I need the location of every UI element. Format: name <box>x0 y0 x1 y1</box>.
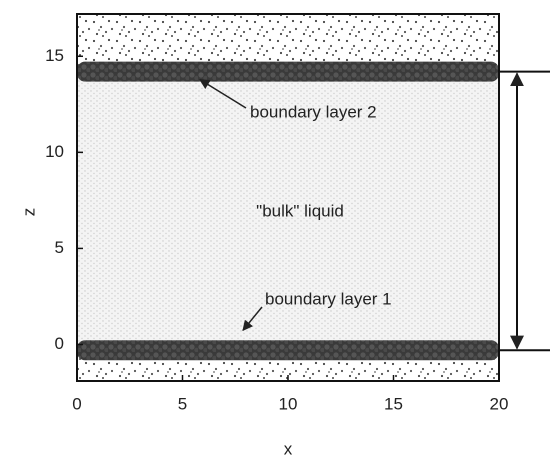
boundary-layer <box>77 61 499 82</box>
liquid-region <box>77 71 499 351</box>
x-tick-label: 10 <box>279 394 298 413</box>
x-tick-label: 20 <box>490 394 509 413</box>
x-tick-label: 5 <box>178 394 187 413</box>
y-tick-label: 10 <box>45 142 64 161</box>
y-tick-label: 5 <box>55 238 64 257</box>
y-tick-label: 0 <box>55 334 64 353</box>
annotation: boundary layer 2 <box>250 102 377 121</box>
y-tick-label: 15 <box>45 46 64 65</box>
annotation: boundary layer 1 <box>265 289 392 308</box>
x-tick-label: 15 <box>384 394 403 413</box>
x-tick-label: 0 <box>72 394 81 413</box>
annotation-arrow <box>242 306 263 332</box>
boundary-layer <box>77 340 499 361</box>
annotation-arrow <box>199 79 247 109</box>
annotation: "bulk" liquid <box>256 201 344 220</box>
x-axis-label: x <box>284 439 293 458</box>
y-axis-label: z <box>19 208 38 217</box>
